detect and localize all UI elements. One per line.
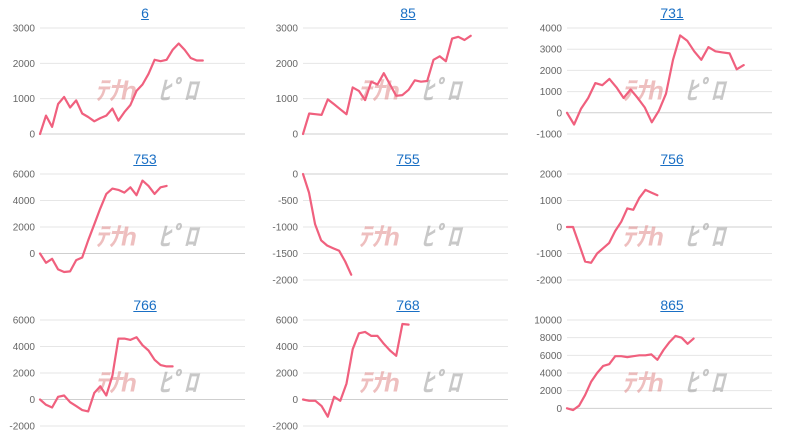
y-tick-label: 1000 [276, 94, 299, 105]
y-tick-label: 0 [29, 130, 35, 141]
y-tick-label: 6000 [13, 170, 36, 181]
y-tick-label: 2000 [540, 386, 563, 397]
watermark-left: ﾃﾅh [358, 221, 400, 251]
y-tick-label: 4000 [13, 196, 36, 207]
line-chart: -2000 -1000 0 1000 2000 ﾃﾅh ﾋﾟﾛ [536, 170, 772, 287]
y-tick-label: 8000 [540, 333, 563, 344]
chart-panel: 756 -2000 -1000 0 1000 2000 ﾃﾅh ﾋﾟﾛ [536, 146, 800, 291]
line-chart: 0 2000 4000 6000 ﾃﾅh ﾋﾟﾛ [13, 170, 245, 274]
watermark-left: ﾃﾅh [95, 75, 137, 105]
y-tick-label: 10000 [534, 316, 562, 327]
y-tick-label: 3000 [540, 45, 563, 56]
y-tick-label: 0 [556, 404, 562, 415]
chart-panel: 755 -2000 -1500 -1000 -500 0 ﾃﾅh ﾋﾟﾛ [272, 146, 563, 291]
y-tick-label: 1000 [540, 196, 563, 207]
watermark-left: ﾃﾅh [622, 75, 664, 105]
watermark-right: ﾋﾟﾛ [158, 221, 201, 251]
series-line [38, 42, 204, 136]
chart-panel: 6 0 1000 2000 3000 ﾃﾅh ﾋﾟﾛ [13, 0, 300, 145]
watermark-left: ﾃﾅh [95, 367, 137, 397]
y-tick-label: -1000 [536, 130, 562, 141]
series-line [565, 188, 659, 264]
y-tick-label: 0 [292, 170, 298, 181]
y-tick-label: 0 [292, 395, 298, 406]
y-tick-label: 6000 [13, 316, 36, 327]
chart-title-link[interactable]: 6 [141, 5, 149, 21]
y-tick-label: 0 [29, 249, 35, 260]
watermark-left: ﾃﾅh [358, 367, 400, 397]
y-tick-label: 1000 [13, 94, 36, 105]
y-tick-label: 0 [556, 108, 562, 119]
y-tick-label: 1000 [540, 87, 563, 98]
y-tick-label: 3000 [13, 24, 36, 35]
y-tick-label: 2000 [540, 170, 563, 181]
y-tick-label: 6000 [540, 351, 563, 362]
watermark-right: ﾋﾟﾛ [421, 367, 464, 397]
y-tick-label: -2000 [536, 276, 562, 287]
watermark-left: ﾃﾅh [622, 221, 664, 251]
y-tick-label: -2000 [272, 422, 298, 433]
y-tick-label: 6000 [276, 316, 299, 327]
chart-title-link[interactable]: 731 [660, 5, 684, 21]
series-line [565, 34, 745, 126]
series-line [38, 336, 174, 413]
line-chart: -2000 -1500 -1000 -500 0 ﾃﾅh ﾋﾟﾛ [272, 170, 508, 287]
chart-panel: 766 -2000 0 2000 4000 6000 ﾃﾅh ﾋﾟﾛ [9, 292, 300, 437]
y-tick-label: 4000 [540, 369, 563, 380]
chart-title-link[interactable]: 865 [660, 297, 684, 313]
watermark-right: ﾋﾟﾛ [685, 221, 728, 251]
y-tick-label: 2000 [13, 59, 36, 70]
y-tick-label: -500 [278, 196, 298, 207]
y-tick-label: -2000 [9, 422, 35, 433]
series-line [301, 34, 472, 136]
watermark-right: ﾋﾟﾛ [685, 75, 728, 105]
series-line [301, 172, 353, 276]
watermark-left: ﾃﾅh [622, 367, 664, 397]
y-tick-label: 4000 [13, 342, 36, 353]
line-chart: 0 2000 4000 6000 8000 10000 ﾃﾅh ﾋﾟﾛ [534, 316, 772, 415]
y-tick-label: 2000 [540, 66, 563, 77]
series-line [38, 179, 168, 274]
y-tick-label: 4000 [540, 24, 563, 35]
series-line [565, 334, 695, 412]
chart-title-link[interactable]: 768 [396, 297, 420, 313]
line-chart: 0 1000 2000 3000 ﾃﾅh ﾋﾟﾛ [13, 24, 245, 141]
y-tick-label: 0 [292, 130, 298, 141]
chart-title-link[interactable]: 756 [660, 151, 684, 167]
chart-title-link[interactable]: 85 [400, 5, 416, 21]
chart-panel: 768 -2000 0 2000 4000 6000 ﾃﾅh ﾋﾟﾛ [272, 292, 563, 437]
y-tick-label: -1000 [272, 223, 298, 234]
y-tick-label: -2000 [272, 276, 298, 287]
y-tick-label: 3000 [276, 24, 299, 35]
chart-title-link[interactable]: 766 [133, 297, 157, 313]
chart-panel: 753 0 2000 4000 6000 ﾃﾅh ﾋﾟﾛ [13, 146, 300, 291]
y-tick-label: -1500 [272, 249, 298, 260]
y-tick-label: -1000 [536, 249, 562, 260]
chart-panel: 731 -1000 0 1000 2000 3000 4000 ﾃﾅh ﾋﾟﾛ [536, 0, 800, 145]
y-tick-label: 2000 [13, 223, 36, 234]
y-tick-label: 0 [556, 223, 562, 234]
chart-panel: 85 0 1000 2000 3000 ﾃﾅh ﾋﾟﾛ [276, 0, 563, 145]
watermark-right: ﾋﾟﾛ [421, 221, 464, 251]
chart-title-link[interactable]: 753 [133, 151, 157, 167]
chart-title-link[interactable]: 755 [396, 151, 420, 167]
y-tick-label: 0 [29, 395, 35, 406]
line-chart: -2000 0 2000 4000 6000 ﾃﾅh ﾋﾟﾛ [9, 316, 245, 433]
y-tick-label: 4000 [276, 342, 299, 353]
series-line [301, 322, 410, 418]
y-tick-label: 2000 [13, 369, 36, 380]
watermark-right: ﾋﾟﾛ [158, 367, 201, 397]
watermark-right: ﾋﾟﾛ [158, 75, 201, 105]
chart-panel: 865 0 2000 4000 6000 8000 10000 ﾃﾅh ﾋﾟﾛ [534, 292, 800, 437]
y-tick-label: 2000 [276, 369, 299, 380]
watermark-left: ﾃﾅh [95, 221, 137, 251]
line-chart: -1000 0 1000 2000 3000 4000 ﾃﾅh ﾋﾟﾛ [536, 24, 772, 141]
y-tick-label: 2000 [276, 59, 299, 70]
watermark-right: ﾋﾟﾛ [685, 367, 728, 397]
line-chart: -2000 0 2000 4000 6000 ﾃﾅh ﾋﾟﾛ [272, 316, 508, 433]
